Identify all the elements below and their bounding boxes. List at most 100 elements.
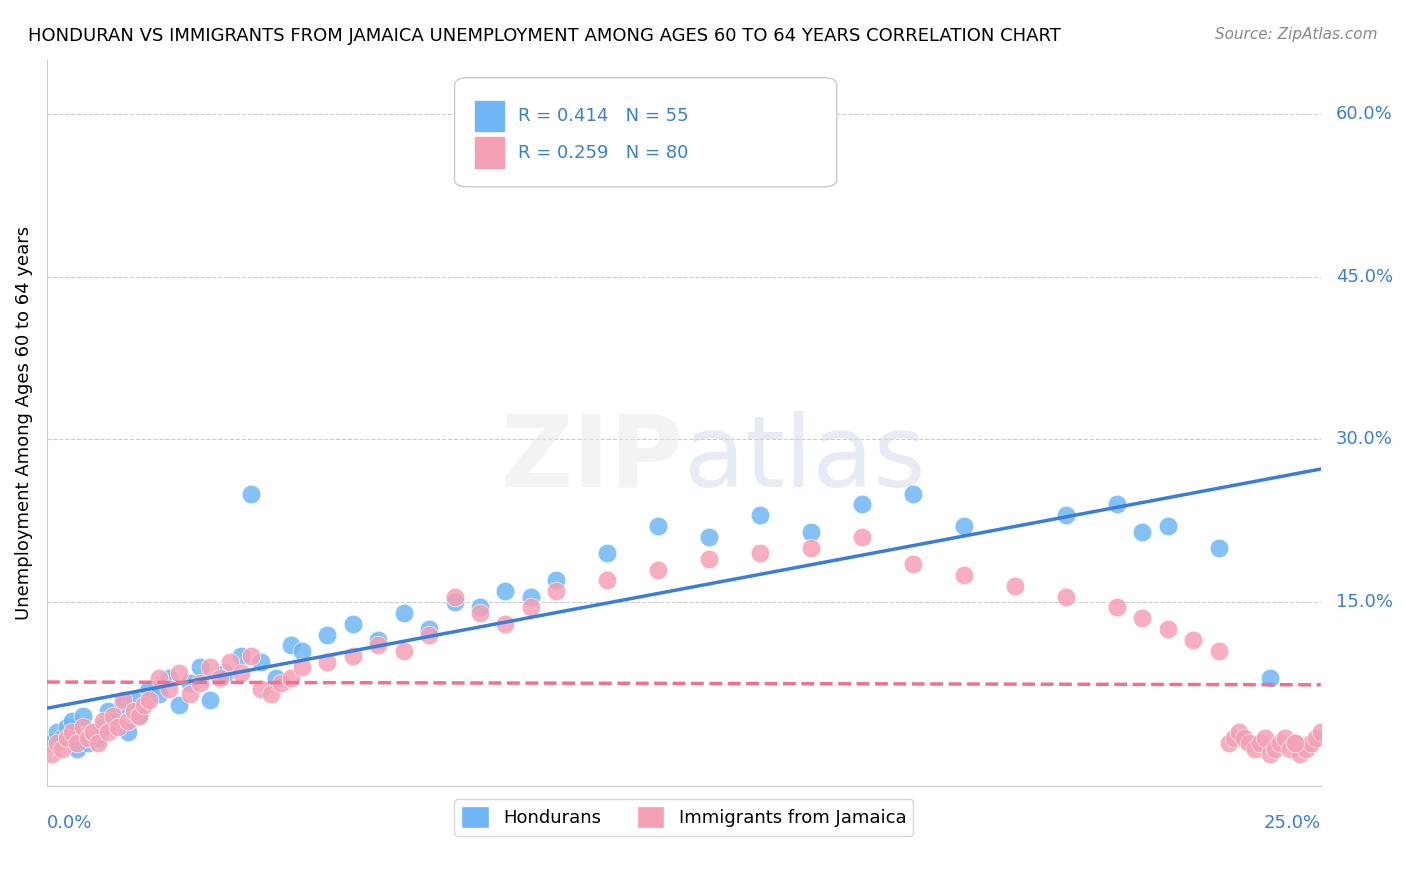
Point bbox=[260, 687, 283, 701]
Point bbox=[122, 692, 145, 706]
Point bbox=[1208, 644, 1230, 658]
Point bbox=[239, 649, 262, 664]
Point bbox=[46, 725, 69, 739]
Point bbox=[291, 644, 314, 658]
Point bbox=[901, 486, 924, 500]
Text: R = 0.414   N = 55: R = 0.414 N = 55 bbox=[519, 107, 689, 125]
Point bbox=[468, 606, 491, 620]
Point bbox=[1132, 611, 1154, 625]
Text: R = 0.259   N = 80: R = 0.259 N = 80 bbox=[519, 144, 689, 161]
FancyBboxPatch shape bbox=[474, 100, 506, 132]
Point bbox=[56, 731, 79, 745]
Point bbox=[342, 616, 364, 631]
Point bbox=[112, 692, 135, 706]
Point bbox=[72, 709, 94, 723]
Point bbox=[280, 639, 302, 653]
Point bbox=[188, 660, 211, 674]
Point bbox=[157, 681, 180, 696]
Point bbox=[97, 725, 120, 739]
Point bbox=[214, 665, 236, 680]
Point bbox=[1004, 579, 1026, 593]
Point bbox=[138, 681, 160, 696]
Point bbox=[117, 714, 139, 729]
Point bbox=[112, 698, 135, 712]
Point bbox=[122, 704, 145, 718]
Text: 60.0%: 60.0% bbox=[1336, 105, 1393, 123]
Point bbox=[418, 622, 440, 636]
Point bbox=[546, 574, 568, 588]
Point bbox=[250, 681, 273, 696]
Text: 45.0%: 45.0% bbox=[1336, 268, 1393, 285]
Point bbox=[229, 665, 252, 680]
Point bbox=[1243, 741, 1265, 756]
Point bbox=[128, 709, 150, 723]
Point bbox=[1105, 600, 1128, 615]
Point bbox=[229, 649, 252, 664]
Point bbox=[443, 595, 465, 609]
Point bbox=[392, 644, 415, 658]
Point bbox=[316, 627, 339, 641]
Point bbox=[209, 671, 232, 685]
Point bbox=[953, 568, 976, 582]
Text: atlas: atlas bbox=[683, 411, 925, 508]
Text: HONDURAN VS IMMIGRANTS FROM JAMAICA UNEMPLOYMENT AMONG AGES 60 TO 64 YEARS CORRE: HONDURAN VS IMMIGRANTS FROM JAMAICA UNEM… bbox=[28, 27, 1062, 45]
Point bbox=[117, 725, 139, 739]
Point bbox=[1295, 741, 1317, 756]
Point bbox=[250, 655, 273, 669]
Point bbox=[596, 546, 619, 560]
Point bbox=[91, 714, 114, 729]
Point bbox=[697, 530, 720, 544]
Point bbox=[647, 519, 669, 533]
Point bbox=[66, 736, 89, 750]
Text: 25.0%: 25.0% bbox=[1264, 814, 1320, 831]
Point bbox=[546, 584, 568, 599]
Point bbox=[1239, 736, 1261, 750]
Point bbox=[60, 714, 83, 729]
Point bbox=[1208, 541, 1230, 555]
Point bbox=[495, 616, 517, 631]
Point bbox=[495, 584, 517, 599]
Point bbox=[316, 655, 339, 669]
Text: 15.0%: 15.0% bbox=[1336, 593, 1393, 611]
Point bbox=[418, 627, 440, 641]
Point bbox=[87, 731, 110, 745]
Point bbox=[239, 486, 262, 500]
FancyBboxPatch shape bbox=[474, 136, 506, 169]
Point bbox=[647, 562, 669, 576]
Point bbox=[1268, 736, 1291, 750]
Point bbox=[91, 720, 114, 734]
Y-axis label: Unemployment Among Ages 60 to 64 years: Unemployment Among Ages 60 to 64 years bbox=[15, 226, 32, 620]
Point bbox=[1054, 590, 1077, 604]
Point bbox=[56, 720, 79, 734]
Point bbox=[76, 731, 98, 745]
Point bbox=[198, 660, 221, 674]
Point bbox=[749, 508, 772, 523]
Point bbox=[901, 557, 924, 571]
Point bbox=[392, 606, 415, 620]
Point bbox=[1223, 731, 1246, 745]
Point bbox=[82, 725, 104, 739]
Point bbox=[367, 639, 389, 653]
Point bbox=[1289, 747, 1312, 761]
Point bbox=[1218, 736, 1240, 750]
Point bbox=[520, 600, 543, 615]
Point bbox=[1258, 671, 1281, 685]
Point bbox=[132, 698, 155, 712]
Point bbox=[128, 709, 150, 723]
Point bbox=[367, 633, 389, 648]
Point bbox=[1054, 508, 1077, 523]
FancyBboxPatch shape bbox=[454, 78, 837, 186]
Point bbox=[851, 530, 873, 544]
Point bbox=[697, 551, 720, 566]
Point bbox=[101, 714, 124, 729]
Point bbox=[280, 671, 302, 685]
Point bbox=[169, 665, 191, 680]
Point bbox=[198, 692, 221, 706]
Point bbox=[219, 655, 242, 669]
Legend: Hondurans, Immigrants from Jamaica: Hondurans, Immigrants from Jamaica bbox=[454, 799, 914, 836]
Point bbox=[1264, 741, 1286, 756]
Point bbox=[1309, 725, 1331, 739]
Point bbox=[101, 709, 124, 723]
Point bbox=[1299, 736, 1322, 750]
Point bbox=[1284, 736, 1306, 750]
